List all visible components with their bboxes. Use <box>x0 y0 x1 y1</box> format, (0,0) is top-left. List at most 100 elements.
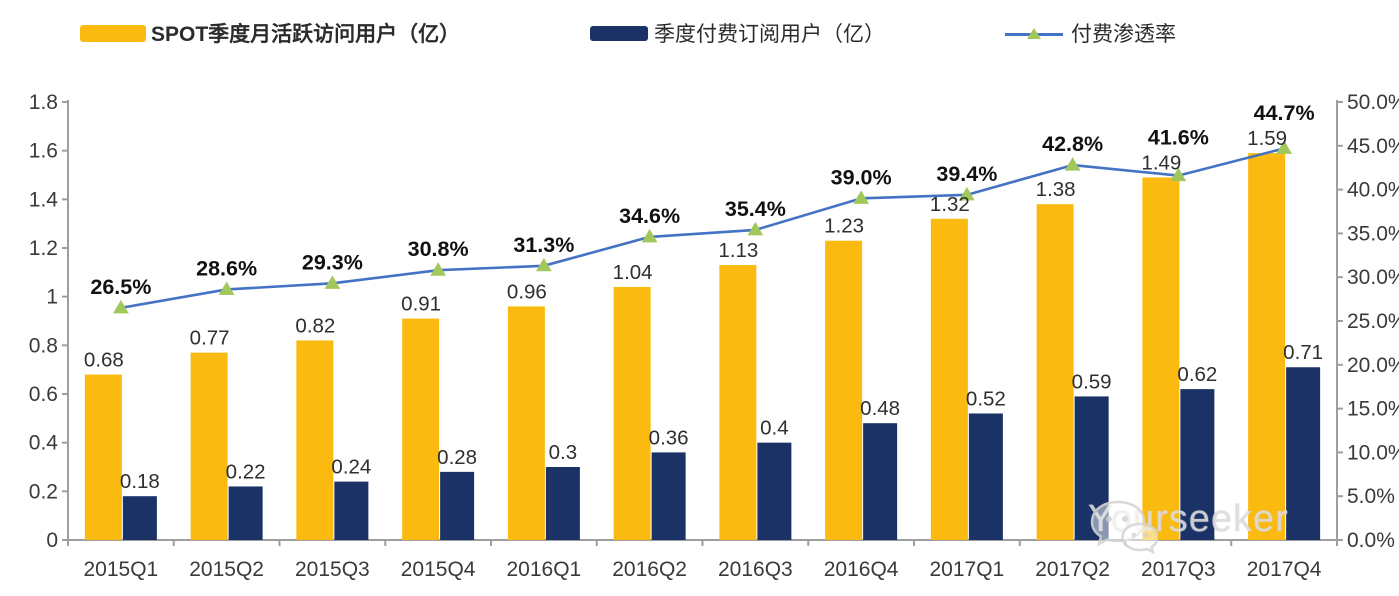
legend-item-rate: 付费渗透率 <box>1005 18 1176 48</box>
rate-label-2016Q4: 39.0% <box>831 165 892 189</box>
x-label-2017Q1: 2017Q1 <box>930 558 1005 581</box>
x-label-2017Q2: 2017Q2 <box>1035 558 1110 581</box>
subs-label-2016Q4: 0.48 <box>860 397 900 420</box>
bar-subs-2017Q3 <box>1180 389 1215 540</box>
triangle-marker-icon <box>1027 27 1041 39</box>
rate-label-2015Q2: 28.6% <box>196 256 257 280</box>
right-tick-label: 40.0% <box>1347 179 1399 202</box>
subs-label-2016Q1: 0.3 <box>549 441 578 464</box>
left-tick-label: 1 <box>46 286 58 309</box>
rate-label-2017Q3: 41.6% <box>1148 125 1209 149</box>
right-tick-label: 0.0% <box>1347 529 1395 552</box>
mau-label-2017Q1: 1.32 <box>930 193 970 216</box>
subs-label-2015Q4: 0.28 <box>437 446 477 469</box>
bar-mau-2015Q3 <box>296 340 334 540</box>
x-label-2016Q4: 2016Q4 <box>824 558 899 581</box>
bar-mau-2015Q1 <box>84 374 122 540</box>
right-tick-label: 25.0% <box>1347 310 1399 333</box>
right-tick-label: 50.0% <box>1347 91 1399 114</box>
mau-label-2017Q3: 1.49 <box>1141 151 1181 174</box>
right-tick-label: 20.0% <box>1347 354 1399 377</box>
mau-label-2015Q3: 0.82 <box>295 314 335 337</box>
subs-label-2015Q2: 0.22 <box>226 460 266 483</box>
rate-marker-2017Q4 <box>1276 140 1292 154</box>
rate-label-2017Q2: 42.8% <box>1042 132 1103 156</box>
rate-marker-2015Q2 <box>218 281 235 295</box>
right-tick-label: 15.0% <box>1347 398 1399 421</box>
left-tick-label: 0.4 <box>29 432 59 455</box>
subs-label-2017Q2: 0.59 <box>1072 370 1112 393</box>
mau-label-2016Q2: 1.04 <box>613 261 653 284</box>
left-tick-label: 0.2 <box>29 480 58 503</box>
right-tick-label: 35.0% <box>1347 222 1399 245</box>
rate-marker-2015Q3 <box>324 275 341 289</box>
rate-line <box>120 147 1285 310</box>
left-tick-label: 0.6 <box>29 383 58 406</box>
left-tick-label: 1.2 <box>29 237 58 260</box>
bar-subs-2017Q2 <box>1074 396 1109 540</box>
bar-mau-2015Q2 <box>190 352 228 540</box>
x-label-2017Q4: 2017Q4 <box>1247 558 1322 581</box>
x-label-2017Q3: 2017Q3 <box>1141 558 1216 581</box>
bar-mau-2016Q3 <box>719 265 757 540</box>
bar-mau-2016Q2 <box>613 286 651 540</box>
bar-subs-2016Q2 <box>651 452 686 540</box>
subs-label-2017Q4: 0.71 <box>1283 341 1323 364</box>
mau-label-2016Q1: 0.96 <box>507 280 547 303</box>
left-tick-label: 1.8 <box>29 91 58 114</box>
bar-mau-2017Q2 <box>1036 204 1074 540</box>
rate-marker-2017Q1 <box>959 186 975 201</box>
bar-subs-2015Q4 <box>440 471 475 540</box>
bar-mau-2017Q4 <box>1248 153 1286 540</box>
right-tick-label: 30.0% <box>1347 266 1399 289</box>
subs-label-2015Q1: 0.18 <box>120 470 160 493</box>
rate-label-2016Q2: 34.6% <box>619 204 680 228</box>
rate-marker-2016Q4 <box>853 190 869 204</box>
subs-label-2017Q1: 0.52 <box>966 387 1006 410</box>
bar-mau-2017Q1 <box>930 218 968 541</box>
mau-label-2017Q2: 1.38 <box>1036 178 1076 201</box>
legend-swatch-subs <box>590 25 648 41</box>
rate-marker-2015Q4 <box>430 262 446 276</box>
mau-label-2017Q4: 1.59 <box>1247 127 1287 150</box>
watermark-text: Yourseeker <box>1088 498 1289 540</box>
rate-marker-2017Q2 <box>1064 157 1081 171</box>
legend-line-marker <box>1005 25 1063 42</box>
left-tick-label: 1.6 <box>29 140 58 163</box>
rate-marker-2016Q2 <box>641 228 658 243</box>
legend-label-mau: SPOT季度月活跃访问用户（亿） <box>151 23 461 46</box>
bar-subs-2016Q1 <box>545 467 580 540</box>
bar-mau-2016Q4 <box>825 240 863 540</box>
mau-label-2016Q3: 1.13 <box>718 239 758 262</box>
legend-item-subs: 季度付费订阅用户（亿） <box>590 18 885 48</box>
bar-subs-2015Q2 <box>228 486 263 540</box>
bar-subs-2016Q3 <box>757 442 792 540</box>
x-label-2016Q2: 2016Q2 <box>612 558 687 581</box>
bar-subs-2016Q4 <box>863 423 898 540</box>
mau-label-2015Q4: 0.91 <box>401 293 441 316</box>
left-tick-label: 0.8 <box>29 334 58 357</box>
legend-item-mau: SPOT季度月活跃访问用户（亿） <box>80 18 460 48</box>
subs-label-2017Q3: 0.62 <box>1177 363 1217 386</box>
rate-label-2015Q1: 26.5% <box>90 275 151 299</box>
bar-mau-2017Q3 <box>1142 177 1180 540</box>
rate-marker-2016Q1 <box>536 257 552 272</box>
x-label-2015Q2: 2015Q2 <box>189 558 264 581</box>
rate-label-2016Q3: 35.4% <box>725 197 786 221</box>
right-tick-label: 5.0% <box>1347 485 1395 508</box>
rate-label-2015Q3: 29.3% <box>302 250 363 274</box>
rate-marker-2015Q1 <box>113 299 129 314</box>
x-label-2015Q4: 2015Q4 <box>401 558 476 581</box>
bar-subs-2017Q4 <box>1286 367 1321 540</box>
bar-subs-2015Q1 <box>122 496 157 540</box>
legend-label-subs: 季度付费订阅用户（亿） <box>654 23 885 46</box>
rate-label-2017Q4: 44.7% <box>1254 101 1315 125</box>
rate-label-2016Q1: 31.3% <box>513 233 574 257</box>
x-label-2015Q1: 2015Q1 <box>84 558 159 581</box>
subs-label-2016Q2: 0.36 <box>649 426 689 449</box>
bar-mau-2016Q1 <box>507 306 545 540</box>
legend-swatch-mau <box>80 24 146 42</box>
bar-mau-2015Q4 <box>402 318 440 540</box>
